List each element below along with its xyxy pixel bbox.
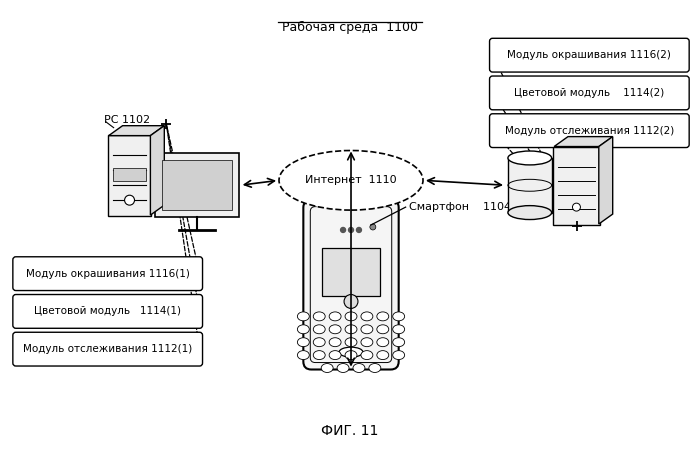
- Ellipse shape: [329, 325, 341, 334]
- Ellipse shape: [339, 347, 363, 357]
- Circle shape: [344, 294, 358, 308]
- Text: Модуль отслеживания 1112(2): Модуль отслеживания 1112(2): [505, 126, 674, 135]
- Text: Смартфон    1104: Смартфон 1104: [409, 202, 511, 212]
- Text: Модуль отслеживания 1112(1): Модуль отслеживания 1112(1): [23, 344, 192, 354]
- Polygon shape: [108, 126, 164, 135]
- FancyBboxPatch shape: [489, 114, 689, 148]
- Polygon shape: [554, 137, 613, 147]
- Ellipse shape: [377, 338, 389, 346]
- Ellipse shape: [329, 351, 341, 360]
- Text: Модуль окрашивания 1116(1): Модуль окрашивания 1116(1): [26, 269, 189, 279]
- Ellipse shape: [297, 325, 309, 334]
- Circle shape: [349, 228, 354, 233]
- FancyBboxPatch shape: [155, 153, 239, 217]
- Ellipse shape: [361, 312, 373, 321]
- Ellipse shape: [361, 351, 373, 360]
- Polygon shape: [599, 137, 613, 224]
- Ellipse shape: [361, 338, 373, 346]
- Ellipse shape: [329, 338, 341, 346]
- FancyBboxPatch shape: [13, 257, 203, 291]
- Ellipse shape: [393, 351, 405, 360]
- Ellipse shape: [297, 312, 309, 321]
- Circle shape: [356, 228, 361, 233]
- Polygon shape: [150, 126, 164, 215]
- FancyBboxPatch shape: [489, 76, 689, 110]
- Text: Цветовой модуль   1114(1): Цветовой модуль 1114(1): [34, 306, 181, 316]
- Text: Интернет  1110: Интернет 1110: [305, 176, 397, 185]
- Ellipse shape: [508, 151, 552, 165]
- Circle shape: [340, 228, 345, 233]
- FancyBboxPatch shape: [162, 161, 232, 210]
- FancyBboxPatch shape: [13, 332, 203, 366]
- Ellipse shape: [297, 338, 309, 346]
- Ellipse shape: [279, 150, 423, 210]
- Circle shape: [572, 203, 580, 211]
- Ellipse shape: [361, 325, 373, 334]
- Text: Модуль окрашивания 1116(2): Модуль окрашивания 1116(2): [507, 50, 671, 60]
- Ellipse shape: [329, 312, 341, 321]
- FancyBboxPatch shape: [113, 168, 146, 181]
- Ellipse shape: [345, 312, 357, 321]
- Ellipse shape: [393, 338, 405, 346]
- Ellipse shape: [345, 351, 357, 360]
- FancyBboxPatch shape: [553, 145, 600, 225]
- Ellipse shape: [377, 325, 389, 334]
- Text: Рабочая среда  1100: Рабочая среда 1100: [282, 22, 418, 35]
- Ellipse shape: [377, 312, 389, 321]
- Text: ФИГ. 11: ФИГ. 11: [322, 423, 379, 437]
- Ellipse shape: [369, 364, 381, 373]
- Ellipse shape: [313, 338, 325, 346]
- Ellipse shape: [345, 325, 357, 334]
- Ellipse shape: [313, 325, 325, 334]
- Ellipse shape: [345, 338, 357, 346]
- FancyBboxPatch shape: [303, 200, 398, 369]
- Ellipse shape: [393, 312, 405, 321]
- Ellipse shape: [313, 351, 325, 360]
- Ellipse shape: [322, 364, 333, 373]
- Ellipse shape: [337, 364, 349, 373]
- Ellipse shape: [508, 206, 552, 220]
- Text: Компьютер-сервер  1106: Компьютер-сервер 1106: [505, 120, 651, 130]
- Ellipse shape: [377, 351, 389, 360]
- Ellipse shape: [297, 351, 309, 360]
- Circle shape: [370, 224, 376, 230]
- Ellipse shape: [353, 364, 365, 373]
- Text: РС 1102: РС 1102: [103, 115, 150, 125]
- FancyBboxPatch shape: [322, 248, 380, 296]
- Text: Цветовой модуль    1114(2): Цветовой модуль 1114(2): [514, 88, 665, 98]
- FancyBboxPatch shape: [489, 38, 689, 72]
- FancyBboxPatch shape: [13, 294, 203, 328]
- Circle shape: [124, 195, 134, 205]
- Ellipse shape: [313, 312, 325, 321]
- FancyBboxPatch shape: [108, 135, 152, 216]
- Polygon shape: [508, 158, 552, 212]
- Ellipse shape: [393, 325, 405, 334]
